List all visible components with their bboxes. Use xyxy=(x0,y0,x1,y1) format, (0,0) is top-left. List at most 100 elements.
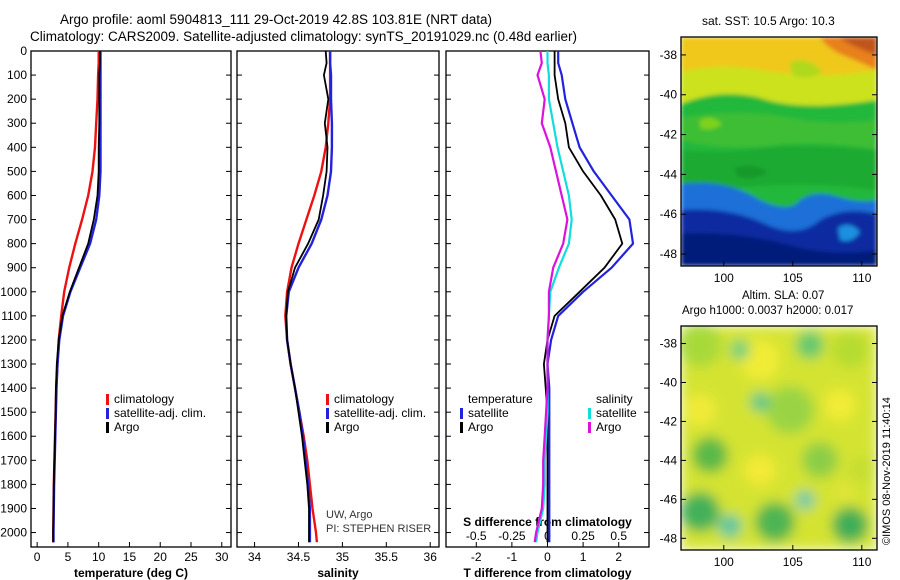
s-diff-tick-label: 0.5 xyxy=(610,529,627,543)
y-tick-label: 700 xyxy=(7,213,27,227)
legend-label: satellite xyxy=(596,406,637,420)
figure-title-line2: Climatology: CARS2009. Satellite-adjuste… xyxy=(30,29,578,44)
legend-label: climatology xyxy=(114,392,174,406)
y-tick-label: 600 xyxy=(7,188,27,202)
y-tick-label: 900 xyxy=(7,261,27,275)
legend-label: Argo xyxy=(596,420,622,434)
sla-field xyxy=(681,326,877,550)
sla-map-frame xyxy=(680,325,878,551)
temperature-profile-chart: 0100200300400500600700800900100011001200… xyxy=(0,44,231,580)
legend-label: satellite xyxy=(468,406,509,420)
sst-field xyxy=(681,37,877,266)
lon-tick-label: 110 xyxy=(852,271,871,285)
t-diff-tick-label: -1 xyxy=(507,550,518,564)
legend-swatch xyxy=(326,422,329,433)
copyright-notice: ©IMOS 08-Nov-2019 11:40:14 xyxy=(881,397,893,545)
s-diff-tick-label: -0.25 xyxy=(498,529,526,543)
legend-swatch xyxy=(326,408,329,419)
t-diff-tick-label: 1 xyxy=(580,550,587,564)
lon-tick-label: 100 xyxy=(714,555,734,569)
sst-map-title: sat. SST: 10.5 Argo: 10.3 xyxy=(702,14,835,28)
salinity-series-climatology xyxy=(284,51,332,543)
x-tick-label: 20 xyxy=(154,550,168,564)
legend-swatch xyxy=(460,408,463,419)
figure-title-line1: Argo profile: aoml 5904813_111 29-Oct-20… xyxy=(60,12,493,27)
y-tick-label: 500 xyxy=(7,164,27,178)
legend-swatch xyxy=(588,422,591,433)
sst-map-axes: -38 -40 -42 -44 -46 -48 100 105 110 xyxy=(660,48,877,285)
t-diff-tick-label: 2 xyxy=(615,550,622,564)
t-diff-tick-label: -2 xyxy=(471,550,482,564)
temperature-series-satellite-adj-clim xyxy=(52,51,102,543)
x-tick-label: 5 xyxy=(65,550,72,564)
s-diff-tick-label: -0.5 xyxy=(466,529,487,543)
diff-series-salinity-argo xyxy=(533,50,569,543)
lat-tick-label: -44 xyxy=(660,453,678,467)
lat-tick-label: -42 xyxy=(660,128,678,142)
y-tick-label: 200 xyxy=(7,92,27,106)
lat-tick-label: -42 xyxy=(660,414,678,428)
legend-swatch xyxy=(326,394,329,405)
temperature-panel-frame xyxy=(30,50,232,548)
temperature-series-climatology xyxy=(52,51,100,543)
salinity-series-argo xyxy=(285,50,330,543)
salinity-profile-chart: 34 34.5 35 35.5 36 salinity climatologysatelli… xyxy=(237,50,439,580)
lat-tick-label: -46 xyxy=(660,207,678,221)
sla-map-title-line1: Altim. SLA: 0.07 xyxy=(742,290,825,302)
y-tick-label: 1900 xyxy=(0,501,27,515)
sla-map-axes: -38 -40 -42 -44 -46 -48 100 105 110 xyxy=(660,337,877,569)
diff-series-salinity-satellite xyxy=(535,51,573,543)
y-tick-label: 1600 xyxy=(0,429,27,443)
y-tick-label: 1800 xyxy=(0,477,27,491)
diff-series-temperature-satellite xyxy=(546,51,635,543)
lat-tick-label: -40 xyxy=(660,88,678,102)
x-tick-label: 10 xyxy=(92,550,106,564)
sla-map-title-line2: Argo h1000: 0.0037 h2000: 0.017 xyxy=(682,305,854,317)
legend-swatch xyxy=(588,408,591,419)
t-diff-tick-label: 0 xyxy=(544,550,551,564)
lat-tick-label: -46 xyxy=(660,492,678,506)
lat-tick-label: -48 xyxy=(660,247,678,261)
temperature-axis-label: temperature (deg C) xyxy=(74,566,188,580)
lon-tick-label: 100 xyxy=(714,271,734,285)
s-diff-tick-label: 0.25 xyxy=(571,529,595,543)
y-tick-label: 300 xyxy=(7,116,27,130)
x-tick-label: 0 xyxy=(34,550,41,564)
y-tick-label: 800 xyxy=(7,237,27,251)
difference-profile-chart: -2 -1 0 1 2-0.5 -0.25 0 0.25 0.5S difference fro… xyxy=(446,50,649,580)
legend-swatch xyxy=(106,422,109,433)
x-tick-label: 35.5 xyxy=(375,550,399,564)
y-tick-label: 1000 xyxy=(0,285,27,299)
y-tick-label: 1200 xyxy=(0,333,27,347)
lon-tick-label: 105 xyxy=(783,555,803,569)
lat-tick-label: -48 xyxy=(660,531,678,545)
y-tick-label: 0 xyxy=(20,44,27,58)
x-tick-label: 36 xyxy=(424,550,438,564)
legend-label: temperature xyxy=(468,392,533,406)
y-tick-label: 1400 xyxy=(0,381,27,395)
lat-tick-label: -44 xyxy=(660,167,678,181)
sst-map-frame xyxy=(680,36,878,267)
legend-label: satellite-adj. clim. xyxy=(334,406,426,420)
salinity-panel-frame xyxy=(236,50,440,548)
legend-label: climatology xyxy=(334,392,394,406)
diff-series-temperature-argo xyxy=(543,51,624,543)
x-tick-label: 35 xyxy=(336,550,350,564)
y-tick-label: 100 xyxy=(7,68,27,82)
legend-label: Argo xyxy=(334,420,360,434)
legend-label: Argo xyxy=(468,420,494,434)
lat-tick-label: -38 xyxy=(660,337,678,351)
legend-label: Argo xyxy=(114,420,140,434)
y-tick-label: 1700 xyxy=(0,453,27,467)
legend-label: salinity xyxy=(596,392,633,406)
temperature-series-argo xyxy=(52,51,101,543)
x-tick-label: 34.5 xyxy=(287,550,311,564)
annotation-institution: UW, Argo xyxy=(326,509,372,521)
sst-map xyxy=(681,37,877,266)
lon-tick-label: 110 xyxy=(852,555,871,569)
legend-swatch xyxy=(460,422,463,433)
y-tick-label: 1500 xyxy=(0,405,27,419)
legend-swatch xyxy=(106,408,109,419)
legend-swatch xyxy=(106,394,109,405)
